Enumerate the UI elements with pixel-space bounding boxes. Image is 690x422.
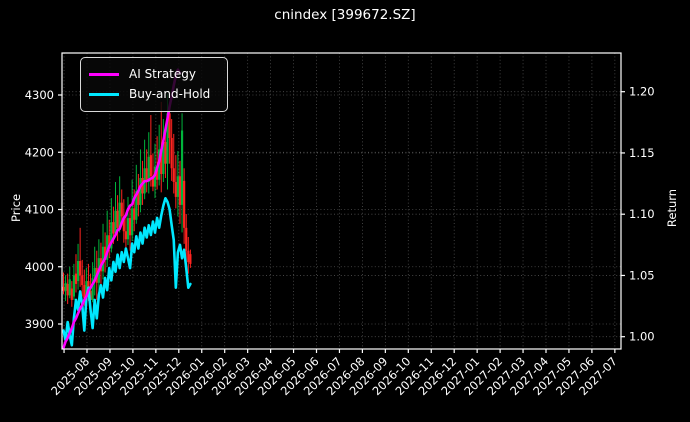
price-tick-label: 4000 — [25, 260, 54, 274]
legend-item-ai-strategy: AI Strategy — [89, 64, 219, 84]
axes-spine — [61, 52, 622, 350]
legend-label: AI Strategy — [129, 67, 196, 81]
legend-item-buy-and-hold: Buy-and-Hold — [89, 84, 219, 104]
legend-label: Buy-and-Hold — [129, 87, 211, 101]
ai-strategy-line-swatch — [89, 72, 119, 76]
return-tick-label: 1.20 — [629, 85, 655, 99]
chart-title: cnindex [399672.SZ] — [274, 7, 416, 23]
ai-strategy-line — [62, 68, 182, 350]
price-tick-label: 4300 — [25, 88, 54, 102]
price-tick-label: 4200 — [25, 145, 54, 159]
price-tick-label: 3900 — [25, 317, 54, 331]
return-tick-label: 1.10 — [629, 207, 655, 221]
return-tick-label: 1.05 — [629, 268, 655, 282]
buy-and-hold-line — [62, 196, 192, 347]
buy-and-hold-line-swatch — [89, 92, 119, 96]
return-tick-label: 1.15 — [629, 146, 655, 160]
return-tick-label: 1.00 — [629, 330, 655, 344]
legend: AI Strategy Buy-and-Hold — [80, 57, 228, 112]
price-tick-label: 4100 — [25, 203, 54, 217]
